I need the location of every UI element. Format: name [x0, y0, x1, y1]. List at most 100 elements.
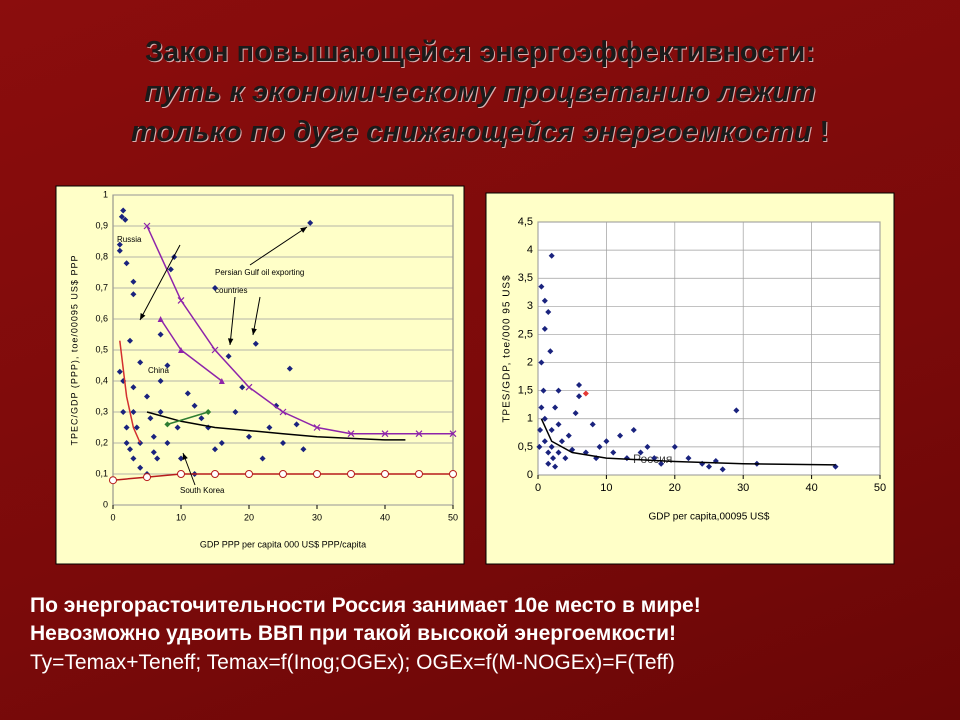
point [449, 430, 457, 438]
point [123, 424, 130, 431]
annotation: Persian Gulf oil exporting [215, 268, 304, 277]
point [218, 378, 225, 384]
title-line: путь к экономическому процветанию лежит [144, 76, 816, 108]
point [547, 348, 554, 355]
point [347, 470, 355, 478]
title-line: Закон повышающейся энергоэффективности: [144, 36, 816, 68]
point [555, 449, 562, 456]
point [133, 424, 140, 431]
point [548, 427, 555, 434]
y-tick-label: 1,5 [518, 385, 533, 397]
point [116, 247, 123, 254]
point [109, 476, 117, 485]
footer-line: Невозможно удвоить ВВП при такой высокой… [30, 622, 676, 645]
point [313, 470, 321, 478]
y-tick-label: 2,5 [518, 328, 533, 340]
point [637, 449, 644, 456]
arrow [229, 296, 236, 346]
point [246, 433, 252, 440]
series-line [119, 340, 141, 444]
point [178, 347, 184, 353]
point [719, 466, 726, 473]
x-axis-label: GDP per capita,00095 US$ [648, 512, 769, 523]
point [651, 455, 658, 462]
point [658, 460, 665, 467]
annotation: China [148, 366, 169, 375]
point [279, 470, 287, 478]
x-tick-label: 40 [805, 482, 817, 494]
point [548, 252, 555, 259]
point [733, 407, 740, 414]
point [205, 409, 212, 415]
point [144, 393, 150, 400]
point [164, 440, 171, 446]
point [218, 440, 225, 446]
point [130, 409, 137, 415]
x-tick-label: 10 [176, 512, 186, 522]
x-tick-label: 40 [380, 512, 390, 522]
y-tick-label: 0,5 [95, 344, 108, 354]
point [211, 470, 219, 478]
y-tick-label: 3 [527, 300, 533, 312]
point [225, 353, 232, 360]
title-line: только по дуге снижающейся энергоемкости… [0, 116, 960, 149]
point [150, 449, 157, 456]
point [177, 296, 185, 304]
point [118, 213, 125, 220]
y-tick-label: 0,7 [95, 282, 108, 292]
point [174, 424, 181, 431]
point [630, 427, 637, 434]
point [589, 421, 596, 428]
point [617, 432, 624, 439]
x-tick-label: 20 [244, 512, 254, 522]
point [576, 393, 583, 400]
point [212, 285, 218, 291]
point [279, 408, 287, 416]
chart: 00,10,20,30,40,50,60,70,80,910 10 20 30 40 50… [55, 185, 465, 565]
point [167, 266, 174, 273]
point [293, 421, 300, 428]
point [123, 440, 130, 446]
series-line [146, 411, 406, 441]
point [541, 415, 548, 422]
point [116, 368, 123, 375]
point [164, 362, 171, 369]
title-text: ! [819, 116, 830, 148]
point [313, 424, 321, 431]
point [300, 446, 307, 453]
point [685, 455, 692, 462]
point [143, 222, 151, 230]
x-tick-label: 30 [737, 482, 749, 494]
arrow [139, 244, 181, 321]
arrow-head [182, 453, 188, 460]
arrow [249, 226, 308, 266]
x-tick-label: 0 [535, 482, 541, 494]
point [177, 470, 185, 478]
point [545, 449, 552, 456]
plot-area [537, 221, 881, 476]
point [415, 430, 423, 438]
y-tick-label: 0 [103, 499, 108, 509]
point [211, 346, 219, 354]
point [245, 383, 253, 391]
point [116, 241, 123, 248]
point [552, 404, 559, 411]
y-tick-label: 0,2 [95, 437, 108, 447]
annotation: Russia [117, 235, 142, 244]
point [381, 470, 389, 478]
y-tick-label: 4,5 [518, 216, 533, 228]
y-tick-label: 0,6 [95, 313, 108, 323]
point [127, 446, 133, 453]
y-tick-label: 1 [103, 189, 108, 199]
point [550, 455, 557, 462]
arrow-head [140, 313, 146, 320]
point [130, 291, 137, 298]
point [157, 409, 164, 415]
point [706, 463, 712, 470]
point [266, 424, 273, 431]
point [545, 460, 552, 467]
point [212, 446, 218, 453]
title-text: только по дуге снижающейся энергоемкости [130, 116, 812, 148]
point [572, 410, 579, 417]
